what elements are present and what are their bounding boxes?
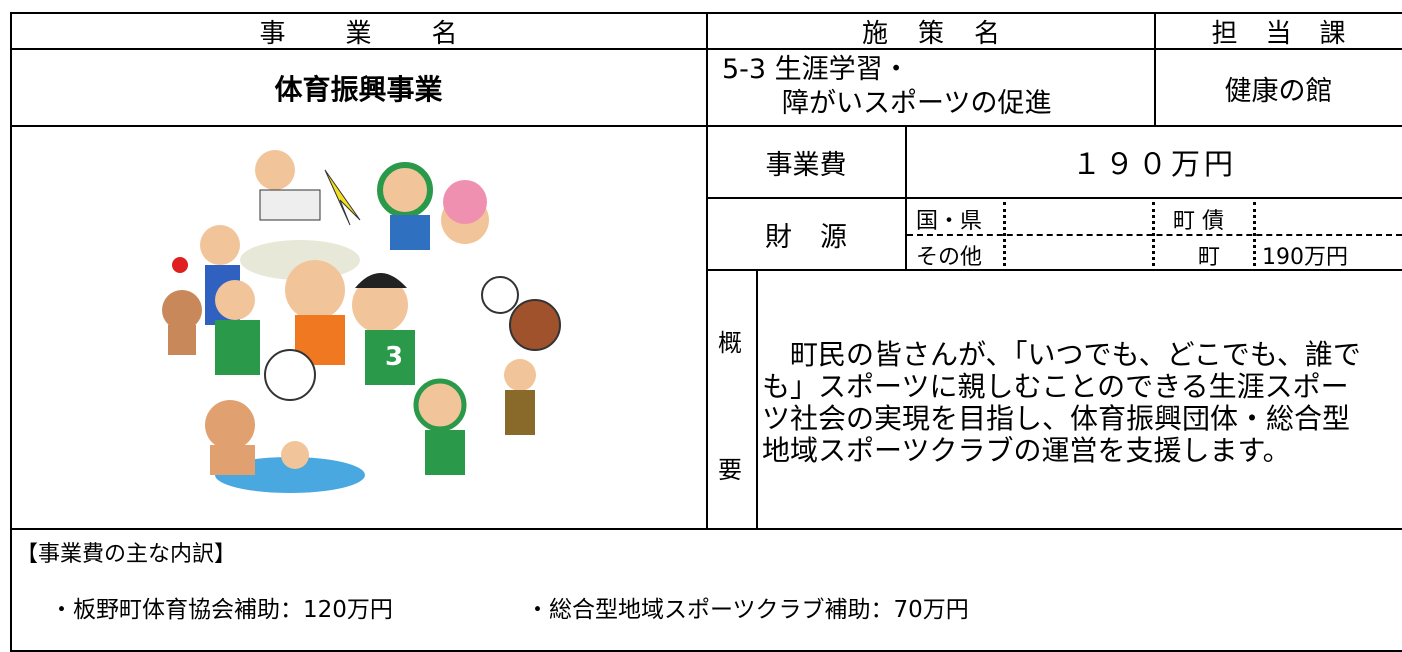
summary-line: 町民の皆さんが、「いつでも、どこでも、誰で bbox=[762, 338, 1361, 371]
summary-label: 概 bbox=[718, 329, 742, 357]
rule bbox=[756, 270, 758, 529]
rule bbox=[1154, 12, 1156, 126]
project-name: 体育振興事業 bbox=[274, 73, 443, 106]
dashed-rule bbox=[1003, 202, 1006, 266]
policy-line: 障がいスポーツの促進 bbox=[782, 88, 1052, 119]
funding-item: 町 bbox=[1198, 245, 1221, 270]
header-cell: 施策名 bbox=[861, 18, 1030, 49]
breakdown-title: 【事業費の主な内訳】 bbox=[16, 542, 237, 567]
illustration: 3 bbox=[162, 150, 561, 493]
rule bbox=[905, 126, 907, 270]
summary-line: 地域スポーツクラブの運営を支援します。 bbox=[762, 434, 1291, 467]
summary-line: も」スポーツに親しむことのできる生涯スポー bbox=[762, 370, 1349, 403]
breakdown-item: ・総合型地域スポーツクラブ補助：70万円 bbox=[526, 597, 969, 623]
funding-item: 町 債 bbox=[1173, 209, 1224, 234]
funding-item: その他 bbox=[916, 245, 983, 270]
funding-item: 国・県 bbox=[916, 209, 983, 234]
rule bbox=[707, 197, 1402, 199]
header-cell: 事業名 bbox=[259, 18, 518, 49]
cost-label: 事業費 bbox=[765, 149, 847, 181]
rule bbox=[707, 269, 1402, 271]
summary-line: ツ社会の実現を目指し、体育振興団体・総合型 bbox=[762, 402, 1351, 435]
summary-label: 要 bbox=[718, 456, 742, 484]
page: 事業名 施策名 担当課 体育振興事業 5-3 生涯学習・ 障がいスポーツの促進 … bbox=[10, 12, 1402, 652]
svg-text:3: 3 bbox=[385, 342, 403, 372]
breakdown-item: ・板野町体育協会補助：120万円 bbox=[50, 597, 393, 623]
cost-value: １９０万円 bbox=[1071, 147, 1237, 181]
rule bbox=[706, 12, 708, 529]
dashed-rule bbox=[1253, 202, 1256, 266]
dashed-rule bbox=[1152, 202, 1155, 266]
funding-amount: 190万円 bbox=[1262, 245, 1348, 270]
header-cell: 担当課 bbox=[1211, 18, 1374, 49]
rule bbox=[10, 528, 1402, 530]
policy-line: 5-3 生涯学習・ bbox=[722, 54, 910, 85]
funding-label: 財源 bbox=[765, 221, 875, 253]
department: 健康の館 bbox=[1224, 75, 1333, 107]
